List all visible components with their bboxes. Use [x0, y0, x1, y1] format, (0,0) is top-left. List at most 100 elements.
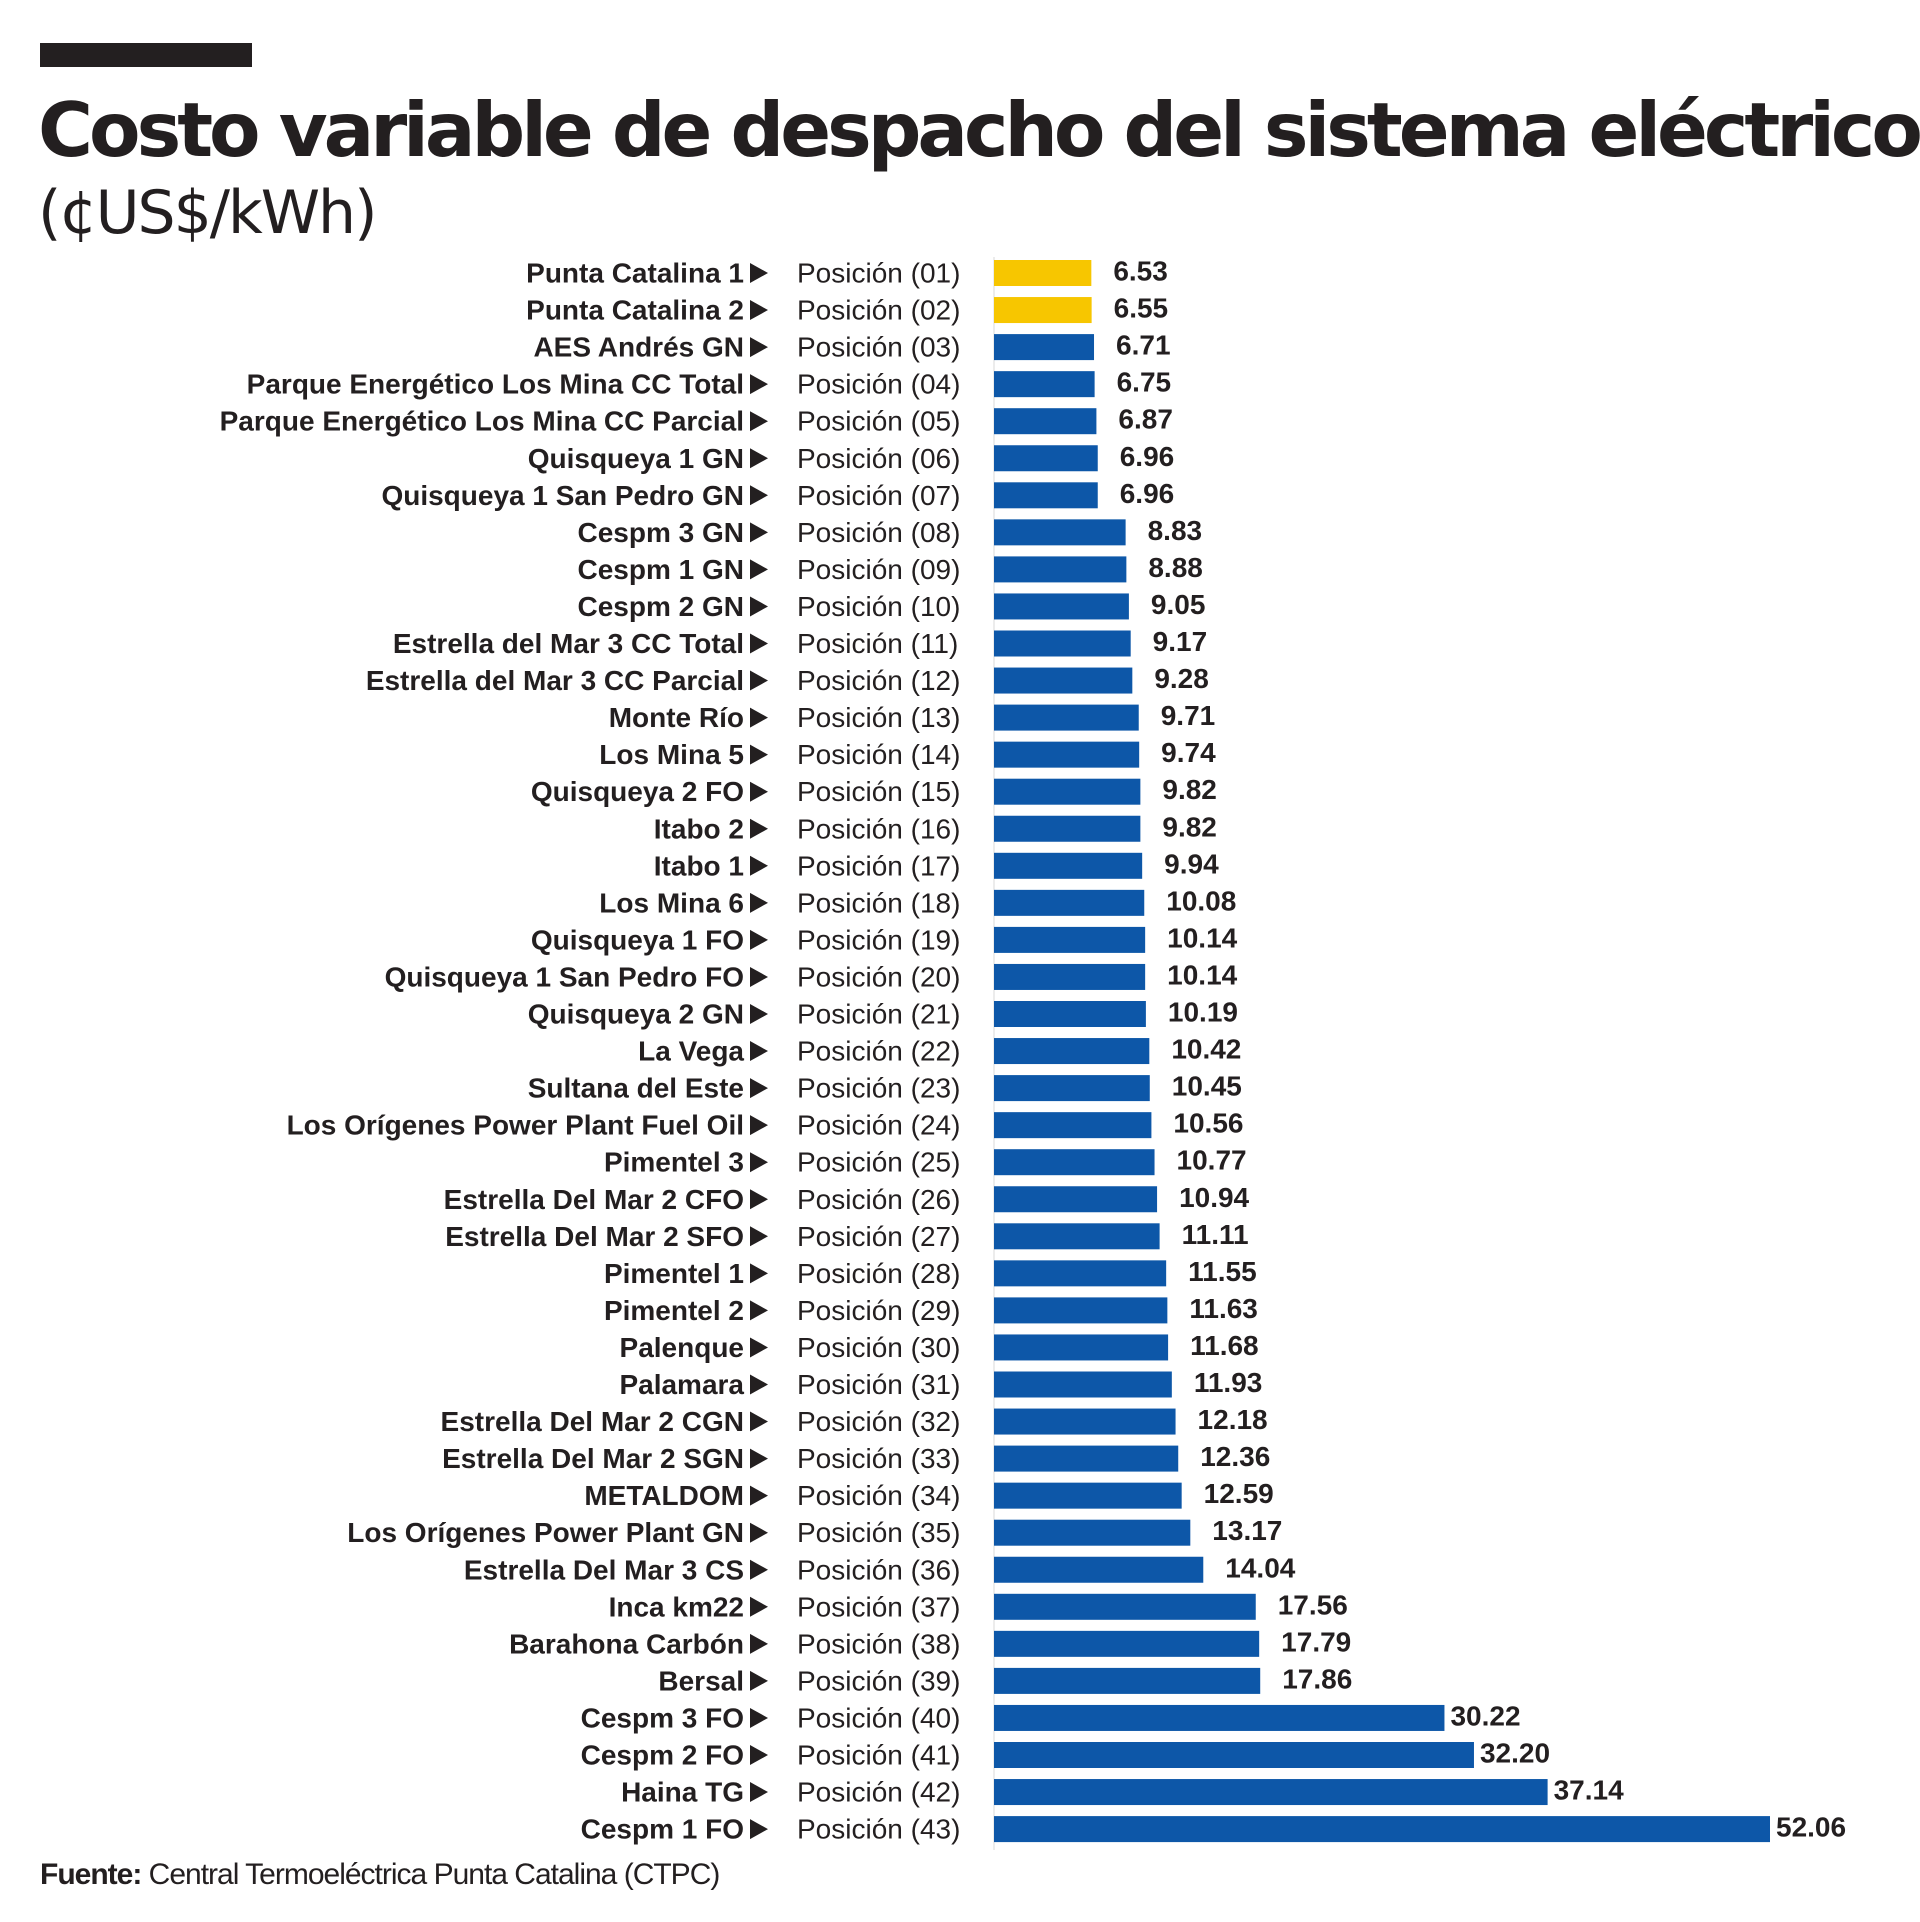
position-label: Posición (41) — [797, 1740, 960, 1771]
bar-row: Quisqueya 2 GN Posición (21) 10.19 — [528, 997, 1238, 1030]
position-label: Posición (27) — [797, 1221, 960, 1252]
triangle-arrow-icon — [750, 1115, 768, 1136]
bar-row: Palamara Posición (31) 11.93 — [619, 1367, 1262, 1400]
plant-label: Cespm 3 GN — [578, 517, 745, 548]
bar-row: Bersal Posición (39) 17.86 — [658, 1663, 1352, 1696]
triangle-arrow-icon — [750, 966, 768, 987]
plant-label: Quisqueya 1 San Pedro GN — [381, 480, 744, 511]
plant-label: Quisqueya 1 GN — [528, 443, 744, 474]
value-label: 9.82 — [1162, 811, 1217, 842]
bar-row: Cespm 2 GN Posición (10) 9.05 — [578, 589, 1206, 622]
bar-row: Cespm 3 GN Posición (08) 8.83 — [578, 515, 1203, 548]
triangle-arrow-icon — [750, 448, 768, 469]
value-label: 10.08 — [1166, 885, 1236, 916]
bar — [994, 593, 1129, 620]
plant-label: Los Mina 5 — [599, 739, 744, 770]
position-label: Posición (13) — [797, 702, 960, 733]
value-label: 10.19 — [1168, 997, 1238, 1028]
position-label: Posición (40) — [797, 1702, 960, 1733]
value-label: 8.88 — [1148, 552, 1203, 583]
bar-row: Los Mina 6 Posición (18) 10.08 — [599, 885, 1236, 918]
bar — [994, 445, 1098, 472]
value-label: 9.71 — [1161, 700, 1216, 731]
plant-label: Haina TG — [621, 1777, 744, 1808]
bar — [994, 1149, 1155, 1176]
value-label: 6.87 — [1118, 404, 1173, 435]
triangle-arrow-icon — [750, 1226, 768, 1247]
bar-row: AES Andrés GN Posición (03) 6.71 — [533, 330, 1170, 363]
position-label: Posición (29) — [797, 1295, 960, 1326]
bar-row: Los Orígenes Power Plant GN Posición (35)… — [347, 1515, 1282, 1548]
triangle-arrow-icon — [750, 1522, 768, 1543]
bar — [994, 519, 1126, 546]
triangle-arrow-icon — [750, 1559, 768, 1580]
triangle-arrow-icon — [750, 1596, 768, 1617]
position-label: Posición (25) — [797, 1147, 960, 1178]
plant-label: Sultana del Este — [528, 1073, 744, 1104]
bar — [994, 1260, 1167, 1287]
plant-label: Inca km22 — [609, 1591, 744, 1622]
bar — [994, 1482, 1182, 1509]
bar — [994, 963, 1146, 990]
triangle-arrow-icon — [750, 1300, 768, 1321]
bar-row: Cespm 2 FO Posición (41) 32.20 — [581, 1738, 1550, 1771]
plant-label: Palenque — [620, 1332, 744, 1363]
bar — [994, 1556, 1204, 1583]
triangle-arrow-icon — [750, 337, 768, 358]
position-label: Posición (32) — [797, 1406, 960, 1437]
position-label: Posición (21) — [797, 999, 960, 1030]
position-label: Posición (09) — [797, 554, 960, 585]
position-label: Posición (07) — [797, 480, 960, 511]
bar — [994, 667, 1133, 694]
triangle-arrow-icon — [750, 892, 768, 913]
position-label: Posición (18) — [797, 887, 960, 918]
position-label: Posición (30) — [797, 1332, 960, 1363]
triangle-arrow-icon — [750, 1448, 768, 1469]
position-label: Posición (04) — [797, 369, 960, 400]
triangle-arrow-icon — [750, 300, 768, 321]
bar — [994, 556, 1127, 583]
bar — [994, 1223, 1160, 1250]
position-label: Posición (12) — [797, 665, 960, 696]
triangle-arrow-icon — [750, 411, 768, 432]
position-label: Posición (16) — [797, 813, 960, 844]
bar — [994, 1779, 1548, 1806]
triangle-arrow-icon — [750, 929, 768, 950]
plant-label: Estrella del Mar 3 CC Parcial — [366, 665, 744, 696]
value-label: 9.82 — [1162, 774, 1217, 805]
position-label: Posición (35) — [797, 1517, 960, 1548]
position-label: Posición (31) — [797, 1369, 960, 1400]
plant-label: Estrella Del Mar 2 SGN — [442, 1443, 744, 1474]
plant-label: Cespm 2 GN — [578, 591, 745, 622]
bar-row: Los Mina 5 Posición (14) 9.74 — [599, 737, 1216, 770]
value-label: 11.68 — [1190, 1330, 1259, 1361]
bar-row: Monte Río Posición (13) 9.71 — [609, 700, 1216, 733]
position-label: Posición (08) — [797, 517, 960, 548]
bar — [994, 1742, 1474, 1768]
value-label: 52.06 — [1776, 1812, 1846, 1843]
position-label: Posición (06) — [797, 443, 960, 474]
triangle-arrow-icon — [750, 1745, 768, 1765]
bar — [994, 1371, 1172, 1398]
value-label: 11.63 — [1189, 1293, 1258, 1324]
plant-label: Cespm 1 FO — [581, 1814, 744, 1845]
top-rule — [40, 43, 252, 67]
bar-row: Parque Energético Los Mina CC Parcial Pos… — [220, 404, 1173, 437]
source-text: Central Termoeléctrica Punta Catalina (C… — [148, 1858, 721, 1891]
source-note: Fuente: Central Termoeléctrica Punta Cat… — [40, 1857, 721, 1893]
bar — [994, 815, 1141, 842]
triangle-arrow-icon — [750, 1004, 768, 1024]
plant-label: Bersal — [658, 1665, 744, 1696]
plant-label: Cespm 2 FO — [581, 1740, 744, 1771]
position-label: Posición (39) — [797, 1665, 960, 1696]
position-label: Posición (43) — [797, 1814, 960, 1845]
bar — [994, 1038, 1150, 1065]
position-label: Posición (33) — [797, 1443, 960, 1474]
bar — [994, 778, 1141, 805]
value-label: 10.94 — [1179, 1182, 1249, 1213]
bar-row: METALDOM Posición (34) 12.59 — [584, 1478, 1273, 1511]
plant-label: La Vega — [638, 1036, 744, 1067]
bar — [994, 889, 1145, 916]
plant-label: Pimentel 2 — [604, 1295, 744, 1326]
